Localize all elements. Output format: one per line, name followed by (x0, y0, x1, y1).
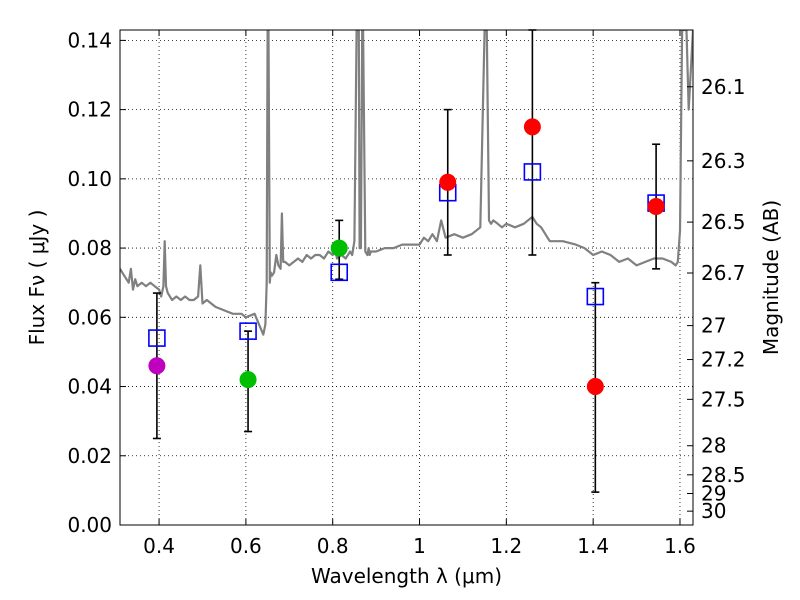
model-points (148, 163, 665, 347)
model-square-point (586, 287, 605, 306)
x-tick-label: 0.4 (143, 534, 175, 558)
observed-point (647, 198, 665, 216)
y-tick-label: 0.02 (67, 444, 112, 468)
x-tick-label: 1.4 (577, 534, 609, 558)
right-tick-label: 30 (701, 499, 726, 523)
right-tick-label: 26.3 (701, 149, 746, 173)
right-tick-label: 26.5 (701, 210, 746, 234)
right-tick-label: 26.7 (701, 261, 746, 285)
x-tick-label: 0.6 (230, 534, 262, 558)
y-tick-label: 0.06 (67, 305, 112, 329)
right-tick-label: 29 (701, 482, 726, 506)
y-tick-label: 0.08 (67, 236, 112, 260)
y-tick-label: 0.12 (67, 98, 112, 122)
y-axis-ticks: 0.00 0.02 0.04 0.06 0.08 0.10 0.12 0.14 (67, 28, 126, 537)
right-tick-label: 27.2 (701, 348, 746, 372)
right-tick-label: 28.5 (701, 463, 746, 487)
x-tick-label: 0.8 (317, 534, 349, 558)
y-tick-label: 0.04 (67, 375, 112, 399)
y-axis-label: Flux Fν ( μJy ) (25, 210, 49, 346)
right-axis-label: Magnitude (AB) (759, 200, 783, 355)
plot-frame (119, 29, 694, 526)
right-tick-label: 26.1 (701, 75, 746, 99)
grid (120, 30, 693, 526)
error-bars (152, 29, 661, 493)
x-axis-label: Wavelength λ (μm) (311, 564, 502, 588)
spectrum-line (120, 30, 693, 336)
observed-point (586, 378, 604, 396)
model-square-point (239, 322, 257, 340)
right-tick-label: 27 (701, 314, 726, 338)
x-tick-label: 1.6 (664, 534, 696, 558)
y-tick-label: 0.10 (67, 167, 112, 191)
observed-points (148, 118, 665, 396)
y-tick-label: 0.00 (67, 513, 112, 537)
observed-point (239, 371, 257, 389)
observed-point (523, 118, 541, 136)
model-square-point (330, 263, 349, 282)
x-axis-ticks: 0.4 0.6 0.8 1 1.2 1.4 1.6 (143, 30, 696, 558)
right-tick-label: 27.5 (701, 387, 746, 411)
y-tick-label: 0.14 (67, 28, 112, 52)
model-square-point (523, 163, 542, 181)
model-square-point (148, 329, 166, 347)
right-tick-label: 28 (701, 434, 726, 458)
x-tick-label: 1 (413, 534, 426, 558)
observed-point (148, 357, 166, 375)
x-tick-label: 1.2 (490, 534, 522, 558)
observed-point (330, 239, 348, 257)
spectrum-layer (120, 30, 693, 336)
observed-point (439, 173, 457, 191)
